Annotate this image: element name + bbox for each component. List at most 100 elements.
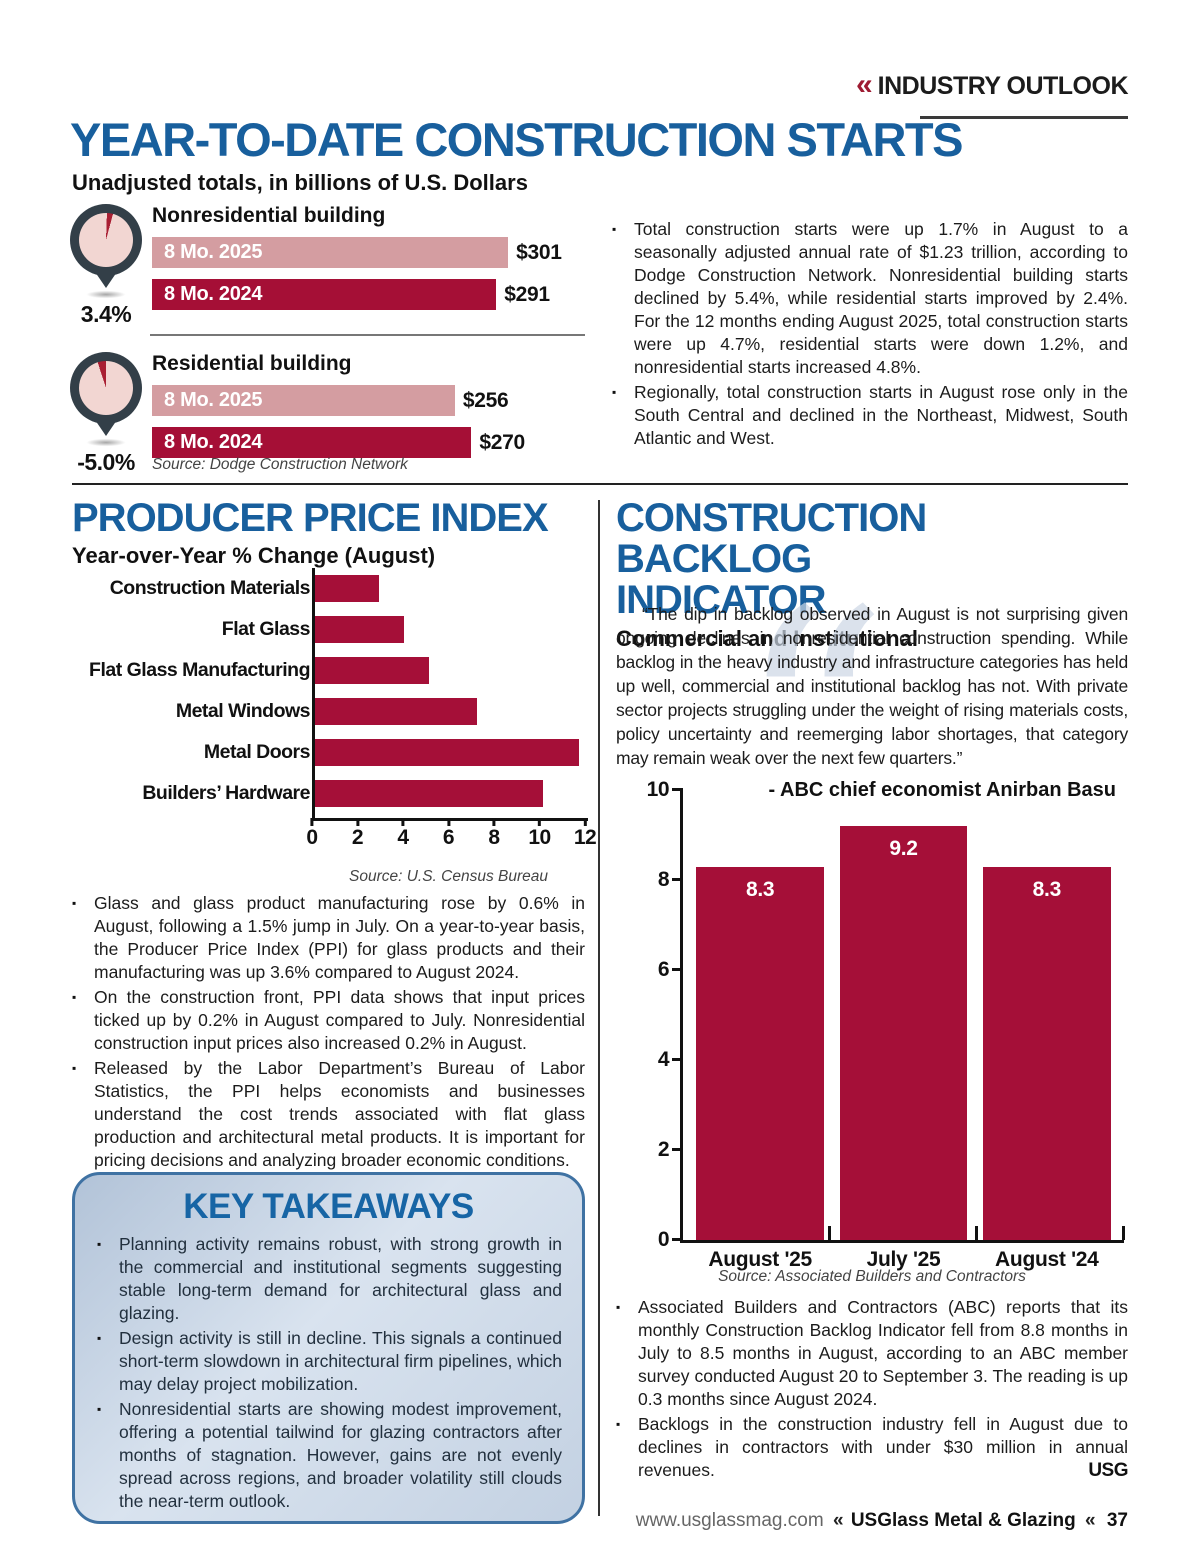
tick-mark: [583, 818, 587, 826]
backlog-title: CONSTRUCTION BACKLOG INDICATOR: [616, 497, 1128, 622]
quote-attribution: - ABC chief economist Anirban Basu: [768, 779, 1116, 801]
nonresidential-group: 3.4% Nonresidential building 8 Mo. 2025 $…: [66, 204, 585, 327]
starts-bar-row: 8 Mo. 2025 $301: [152, 237, 585, 268]
backlog-bar: 8.3: [982, 866, 1111, 1240]
gauge-shadow: [83, 290, 129, 299]
backlog-quote: “ “The dip in backlog observed in August…: [616, 572, 1128, 872]
ppi-category-label: Metal Windows: [175, 700, 311, 722]
gauge-icon: -5.0%: [66, 352, 146, 476]
group-title: Nonresidential building: [152, 204, 386, 227]
ppi-axis-tick: 6: [442, 818, 455, 850]
tick-mark: [401, 818, 405, 826]
ppi-bar: [315, 575, 379, 602]
gauge-pin-tip: [91, 414, 121, 436]
ppi-section: PRODUCER PRICE INDEX Year-over-Year % Ch…: [72, 497, 585, 569]
backlog-subtitle: Commercial and Institutional: [616, 625, 918, 651]
bullet-text: Regionally, total construction starts in…: [634, 382, 1128, 448]
double-chevron-icon: «: [832, 1510, 843, 1531]
magazine-name: USGlass Metal & Glazing: [850, 1510, 1076, 1531]
list-item: ▪ Planning activity remains robust, with…: [97, 1233, 562, 1325]
backlog-y-tick-label: 10: [646, 778, 670, 801]
backlog-y-tick-mark: [672, 1058, 683, 1061]
bullet-marker: ▪: [97, 1237, 102, 1251]
list-item: ▪ Nonresidential starts are showing mode…: [97, 1398, 562, 1513]
tick-label: 12: [573, 826, 597, 849]
starts-bar-row: 8 Mo. 2024 $270: [152, 427, 585, 458]
backlog-y-tick-label: 2: [657, 1138, 670, 1161]
list-item: ▪ Total construction starts were up 1.7%…: [612, 218, 1128, 379]
backlog-y-tick-label: 8: [657, 868, 670, 891]
backlog-y-tick-mark: [672, 788, 683, 791]
starts-bar: 8 Mo. 2024: [152, 427, 472, 458]
backlog-section: CONSTRUCTION BACKLOG INDICATOR Commercia…: [616, 497, 1128, 652]
backlog-y-tick-mark: [672, 1238, 683, 1241]
ppi-category-label: Builders’ Hardware: [142, 782, 310, 804]
tick-label: 8: [488, 826, 500, 849]
bar-value-label: 8.3: [746, 877, 775, 901]
bar-value: $301: [516, 240, 562, 264]
backlog-bullet-list: ▪ Associated Builders and Contractors (A…: [616, 1296, 1128, 1484]
gauge-dial: [79, 213, 133, 267]
bullet-text: Associated Builders and Contractors (ABC…: [638, 1297, 1128, 1409]
takeaways-bullet-list: ▪ Planning activity remains robust, with…: [75, 1227, 582, 1513]
tick-label: 2: [351, 826, 364, 849]
backlog-y-tick-label: 6: [657, 958, 670, 981]
list-item: ▪ Design activity is still in decline. T…: [97, 1327, 562, 1396]
page-number: 37: [1106, 1510, 1128, 1531]
backlog-x-tick-mark: [975, 1226, 978, 1240]
end-mark: USG: [1088, 1460, 1128, 1481]
tick-mark: [310, 818, 314, 826]
industry-outlook-kicker: «INDUSTRY OUTLOOK: [855, 68, 1129, 102]
bar-label: 8 Mo. 2024: [164, 431, 263, 453]
column-divider: [598, 500, 600, 1516]
change-percent: 3.4%: [80, 301, 132, 327]
magazine-url[interactable]: www.usglassmag.com: [635, 1510, 824, 1531]
ppi-bar-chart: 0 2 4 6 8 10 12 Construction Materials Flat Gla…: [72, 568, 597, 868]
starts-bullet-list: ▪ Total construction starts were up 1.7%…: [612, 218, 1128, 452]
bar-label: 8 Mo. 2025: [164, 241, 263, 263]
starts-bar: 8 Mo. 2024: [152, 279, 497, 310]
kicker-label: INDUSTRY OUTLOOK: [877, 72, 1129, 100]
bullet-marker: ▪: [612, 222, 617, 236]
backlog-x-tick-mark: [1122, 1226, 1125, 1240]
starts-bar: 8 Mo. 2025: [152, 237, 509, 268]
bullet-text: Nonresidential starts are showing modest…: [119, 1399, 562, 1511]
ppi-axis-tick: 4: [397, 818, 409, 850]
bullet-marker: ▪: [612, 385, 617, 399]
group-title: Residential building: [152, 352, 352, 375]
gauge-pin-icon: [70, 204, 142, 288]
backlog-bar: 9.2: [839, 826, 968, 1240]
bullet-marker: ▪: [72, 1061, 77, 1075]
tick-label: 6: [442, 826, 455, 849]
gauge-shadow: [83, 438, 129, 447]
ppi-bar: [315, 616, 404, 643]
bullet-marker: ▪: [616, 1417, 621, 1431]
list-item: ▪ Backlogs in the construction industry …: [616, 1413, 1128, 1482]
ppi-category-label: Flat Glass: [221, 618, 311, 640]
tick-label: 0: [306, 826, 318, 849]
groups-divider: [150, 334, 585, 336]
list-item: ▪ On the construction front, PPI data sh…: [72, 986, 585, 1055]
page-subtitle: Unadjusted totals, in billions of U.S. D…: [72, 170, 528, 195]
backlog-plot-area: 8.3 August '25 9.2 July '25 8.3 August '24 0 2 4…: [647, 778, 1125, 1271]
page-footer: www.usglassmag.com « USGlass Metal & Gla…: [636, 1510, 1128, 1532]
tick-label: 4: [397, 826, 409, 849]
list-item: ▪ Regionally, total construction starts …: [612, 381, 1128, 450]
backlog-source: Source: Associated Builders and Contract…: [718, 1268, 1026, 1285]
bullet-text: Glass and glass product manufacturing ro…: [94, 893, 585, 982]
ppi-x-axis: 0 2 4 6 8 10 12: [306, 818, 597, 858]
quote-text: “The dip in backlog observed in August i…: [616, 604, 1128, 768]
list-item: ▪ Glass and glass product manufacturing …: [72, 892, 585, 984]
bar-value: $256: [462, 388, 509, 412]
kicker-underline: [920, 116, 1128, 119]
starts-bar-row: 8 Mo. 2024 $291: [152, 279, 585, 310]
bullet-marker: ▪: [97, 1331, 102, 1345]
page-title: YEAR-TO-DATE CONSTRUCTION STARTS: [70, 113, 963, 166]
section-divider: [72, 483, 1128, 485]
ppi-subtitle: Year-over-Year % Change (August): [72, 543, 436, 569]
bullet-marker: ▪: [97, 1402, 102, 1416]
backlog-x-label: August '24: [995, 1248, 1099, 1271]
ppi-plot-area: [312, 568, 588, 821]
bullet-text: On the construction front, PPI data show…: [94, 987, 585, 1053]
double-chevron-icon: «: [855, 68, 873, 101]
